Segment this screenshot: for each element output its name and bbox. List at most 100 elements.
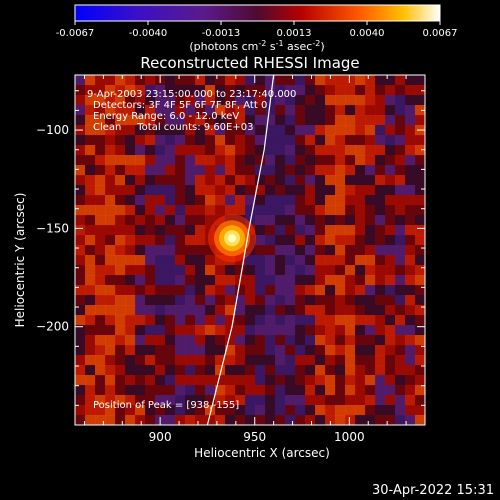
heatmap-cell xyxy=(105,255,116,266)
heatmap-cell xyxy=(265,195,276,206)
heatmap-cell xyxy=(95,385,106,396)
heatmap-cell xyxy=(205,365,216,376)
heatmap-cell xyxy=(135,135,146,146)
heatmap-cell xyxy=(285,135,296,146)
heatmap-cell xyxy=(115,225,126,236)
heatmap-cell xyxy=(205,75,216,86)
heatmap-cell xyxy=(415,315,425,326)
heatmap-cell xyxy=(85,165,96,176)
heatmap-cell xyxy=(205,385,216,396)
heatmap-cell xyxy=(95,115,106,126)
heatmap-cell xyxy=(125,385,136,396)
heatmap-cell xyxy=(195,195,206,206)
heatmap-cell xyxy=(415,185,425,196)
heatmap-cell xyxy=(155,245,166,256)
heatmap-cell xyxy=(165,375,176,386)
heatmap-cell xyxy=(195,395,206,406)
heatmap-cell xyxy=(375,175,386,186)
heatmap-cell xyxy=(345,75,356,86)
heatmap-cell xyxy=(295,415,306,425)
heatmap-cell xyxy=(415,285,425,296)
heatmap-cell xyxy=(295,205,306,216)
heatmap-cell xyxy=(245,375,256,386)
heatmap-cell xyxy=(115,125,126,136)
heatmap-cell xyxy=(365,165,376,176)
heatmap-cell xyxy=(245,325,256,336)
heatmap-cell xyxy=(95,205,106,216)
heatmap-cell xyxy=(255,175,266,186)
heatmap-cell xyxy=(125,205,136,216)
heatmap-cell xyxy=(225,355,236,366)
heatmap-cell xyxy=(115,175,126,186)
heatmap-cell xyxy=(165,135,176,146)
heatmap-cell xyxy=(305,315,316,326)
heatmap-cell xyxy=(225,275,236,286)
heatmap-cell xyxy=(325,175,336,186)
heatmap-cell xyxy=(325,85,336,96)
heatmap-cell xyxy=(265,165,276,176)
heatmap-cell xyxy=(145,395,156,406)
heatmap-cell xyxy=(235,295,246,306)
heatmap-cell xyxy=(215,105,226,116)
heatmap-cell xyxy=(375,105,386,116)
heatmap-cell xyxy=(135,385,146,396)
heatmap-cell xyxy=(105,85,116,96)
heatmap-cell xyxy=(185,315,196,326)
heatmap-cell xyxy=(405,195,416,206)
heatmap-cell xyxy=(95,405,106,416)
heatmap-cell xyxy=(295,215,306,226)
heatmap-cell xyxy=(335,255,346,266)
heatmap-cell xyxy=(295,85,306,96)
heatmap-cell xyxy=(175,275,186,286)
heatmap-cell xyxy=(245,165,256,176)
heatmap-cell xyxy=(405,205,416,216)
heatmap-cell xyxy=(355,155,366,166)
heatmap-cell xyxy=(105,225,116,236)
colorbar-tick-label: -0.0067 xyxy=(56,28,95,39)
heatmap-cell xyxy=(185,295,196,306)
heatmap-cell xyxy=(85,375,96,386)
heatmap-cell xyxy=(215,75,226,86)
heatmap-cell xyxy=(245,125,256,136)
heatmap-cell xyxy=(355,115,366,126)
heatmap-cell xyxy=(225,285,236,296)
heatmap-cell xyxy=(345,245,356,256)
heatmap-cell xyxy=(155,335,166,346)
heatmap-cell xyxy=(265,345,276,356)
heatmap-cell xyxy=(185,345,196,356)
heatmap-cell xyxy=(165,195,176,206)
heatmap-cell xyxy=(215,315,226,326)
heatmap-cell xyxy=(115,395,126,406)
heatmap-cell xyxy=(375,335,386,346)
heatmap-cell xyxy=(105,215,116,226)
heatmap-cell xyxy=(95,105,106,116)
heatmap-cell xyxy=(325,195,336,206)
heatmap-cell xyxy=(245,415,256,425)
heatmap-cell xyxy=(185,305,196,316)
heatmap-cell xyxy=(175,225,186,236)
heatmap-cell xyxy=(275,405,286,416)
heatmap-cell xyxy=(345,85,356,96)
heatmap-cell xyxy=(195,85,206,96)
heatmap-cell xyxy=(225,315,236,326)
heatmap-cell xyxy=(195,305,206,316)
heatmap-cell xyxy=(375,345,386,356)
heatmap-cell xyxy=(135,235,146,246)
heatmap-cell xyxy=(345,125,356,136)
heatmap-cell xyxy=(185,285,196,296)
heatmap-cell xyxy=(175,75,186,86)
heatmap-cell xyxy=(355,185,366,196)
heatmap-cell xyxy=(145,285,156,296)
heatmap-cell xyxy=(335,75,346,86)
heatmap-cell xyxy=(365,245,376,256)
colorbar-tick-label: 0.0013 xyxy=(277,28,312,39)
heatmap-cell xyxy=(105,285,116,296)
heatmap-cell xyxy=(215,125,226,136)
heatmap-cell xyxy=(215,285,226,296)
heatmap-cell xyxy=(265,415,276,425)
heatmap-cell xyxy=(395,135,406,146)
heatmap-cell xyxy=(75,135,86,146)
heatmap-cell xyxy=(265,175,276,186)
heatmap-cell xyxy=(275,265,286,276)
heatmap-cell xyxy=(305,195,316,206)
